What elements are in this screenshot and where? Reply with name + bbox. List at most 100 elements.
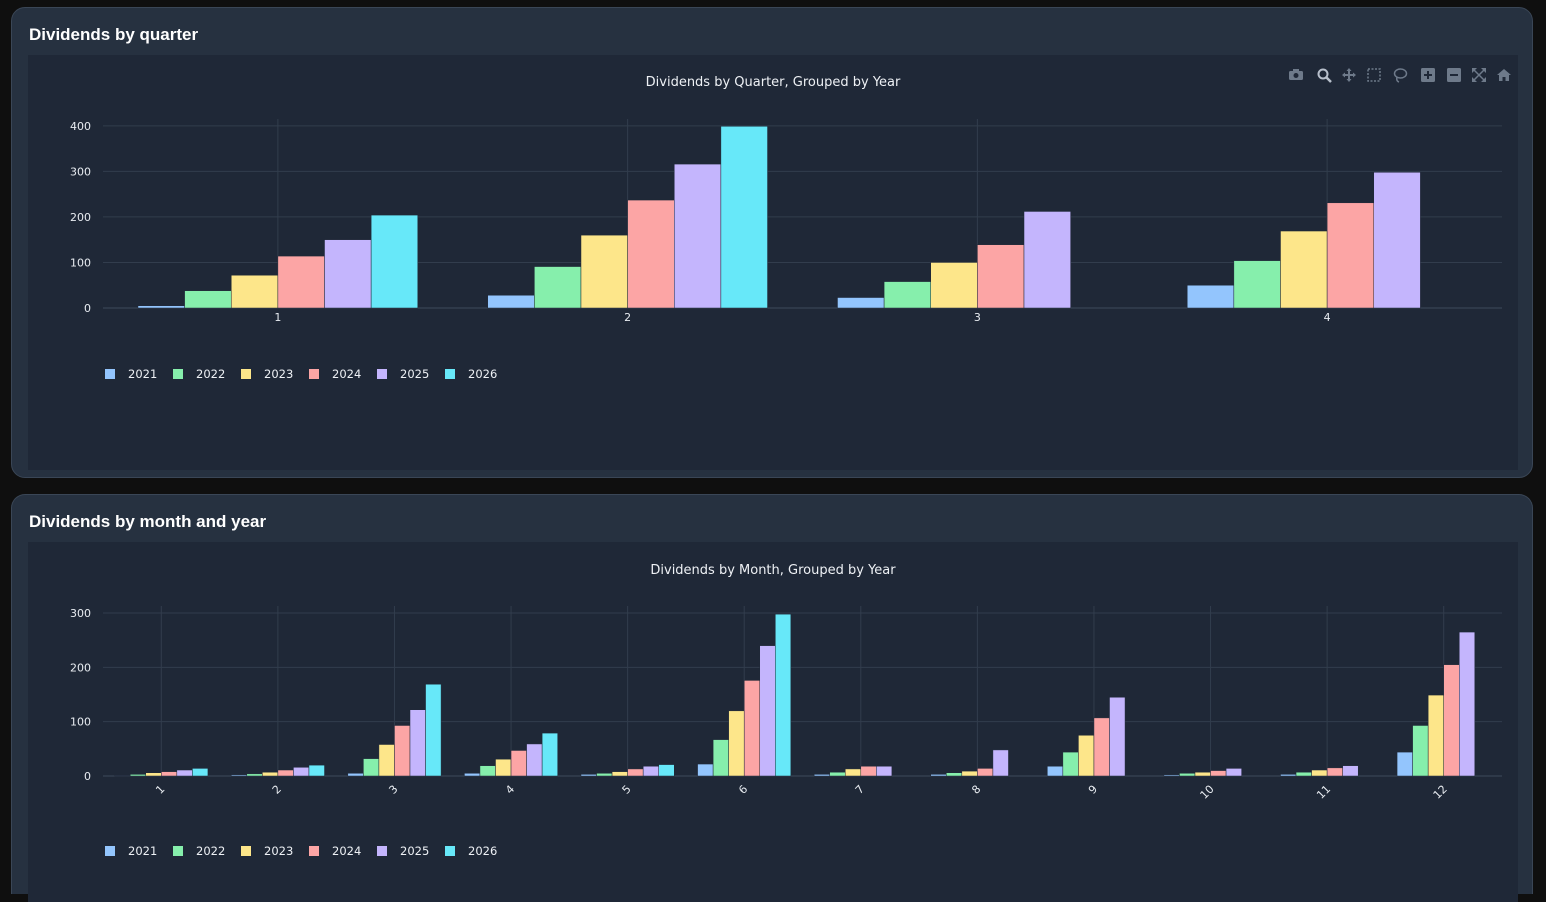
bar-2023-6[interactable] (728, 710, 745, 777)
bar-2025-9[interactable] (1109, 696, 1126, 777)
bar-2022-4[interactable] (1233, 260, 1281, 309)
bar-2021-7[interactable] (813, 774, 830, 777)
bar-2022-1[interactable] (129, 774, 146, 777)
bar-2023-12[interactable] (1427, 694, 1444, 777)
bar-2022-8[interactable] (946, 772, 963, 777)
bar-2023-2[interactable] (580, 234, 628, 309)
bar-2024-5[interactable] (627, 768, 644, 777)
lasso-icon[interactable] (1393, 68, 1408, 83)
bar-2022-5[interactable] (596, 773, 613, 777)
bar-2025-10[interactable] (1225, 768, 1242, 777)
bar-2024-7[interactable] (860, 765, 877, 777)
legend-item-2022[interactable]: 2022 (173, 844, 225, 858)
bar-2025-7[interactable] (876, 765, 893, 777)
bar-2021-11[interactable] (1280, 774, 1297, 777)
legend-item-2026[interactable]: 2026 (445, 844, 497, 858)
bar-2025-3[interactable] (1023, 211, 1071, 309)
bar-2025-1[interactable] (176, 769, 193, 777)
month-chart[interactable]: Dividends by Month, Grouped by Year 0 100 2… (28, 542, 1518, 902)
bar-2022-4[interactable] (479, 765, 496, 777)
legend-item-2024[interactable]: 2024 (309, 367, 361, 381)
legend-item-2025[interactable]: 2025 (377, 367, 429, 381)
bar-2024-3[interactable] (977, 244, 1025, 309)
bar-2021-4[interactable] (1186, 284, 1235, 309)
bar-2025-8[interactable] (992, 749, 1009, 777)
bar-2023-3[interactable] (378, 744, 395, 777)
bar-2024-1[interactable] (161, 771, 178, 777)
bar-2021-1[interactable] (137, 305, 185, 309)
reset-axes-icon[interactable] (1497, 69, 1511, 81)
bar-2021-1[interactable] (114, 775, 131, 777)
bar-2023-1[interactable] (230, 274, 279, 309)
bar-2025-5[interactable] (642, 765, 659, 777)
bar-2025-1[interactable] (324, 239, 372, 309)
bar-2025-3[interactable] (409, 709, 426, 777)
bar-2024-1[interactable] (277, 255, 325, 309)
bar-2021-4[interactable] (464, 773, 481, 777)
bar-2026-2[interactable] (308, 764, 325, 777)
bar-2023-5[interactable] (611, 771, 628, 777)
bar-2025-4[interactable] (1373, 172, 1421, 309)
quarter-plot-area[interactable]: Dividends by Quarter, Grouped by Year 0 10… (28, 55, 1518, 470)
bar-2026-4[interactable] (541, 732, 558, 777)
bar-2022-1[interactable] (184, 290, 232, 309)
bar-2025-2[interactable] (674, 163, 722, 309)
zoom-in-icon[interactable] (1421, 68, 1435, 82)
bar-2021-5[interactable] (580, 774, 597, 777)
bar-2021-8[interactable] (930, 774, 947, 777)
bar-2022-7[interactable] (829, 771, 846, 777)
bar-2021-12[interactable] (1396, 751, 1413, 777)
camera-icon[interactable] (1289, 69, 1303, 80)
bar-2021-2[interactable] (230, 774, 248, 777)
bar-2021-3[interactable] (347, 773, 364, 777)
bar-2023-3[interactable] (930, 262, 978, 309)
bar-2022-3[interactable] (363, 758, 380, 777)
bar-2023-8[interactable] (961, 770, 978, 777)
legend-item-2021[interactable]: 2021 (105, 844, 157, 858)
legend-item-2024[interactable]: 2024 (309, 844, 361, 858)
bar-2025-6[interactable] (759, 645, 776, 777)
bar-2023-2[interactable] (262, 771, 279, 777)
zoom-icon[interactable] (1317, 68, 1332, 83)
bar-2026-1[interactable] (370, 214, 419, 309)
bar-2024-4[interactable] (510, 750, 527, 777)
bar-2025-12[interactable] (1459, 631, 1476, 777)
bar-2026-5[interactable] (658, 764, 675, 777)
bar-2022-3[interactable] (883, 281, 931, 309)
bar-2021-9[interactable] (1047, 765, 1064, 777)
bar-2021-10[interactable] (1163, 774, 1180, 777)
bar-2023-10[interactable] (1194, 771, 1211, 777)
bar-2024-2[interactable] (627, 199, 675, 309)
bar-2022-9[interactable] (1062, 751, 1079, 777)
bar-2021-3[interactable] (837, 297, 885, 309)
bar-2023-9[interactable] (1078, 735, 1095, 777)
bar-2024-6[interactable] (743, 680, 761, 777)
legend-item-2023[interactable]: 2023 (241, 367, 293, 381)
bar-2023-4[interactable] (495, 758, 512, 777)
bar-2023-11[interactable] (1311, 769, 1328, 777)
bar-2024-11[interactable] (1326, 767, 1343, 777)
autoscale-icon[interactable] (1472, 68, 1486, 82)
legend-item-2022[interactable]: 2022 (173, 367, 225, 381)
bar-2022-2[interactable] (246, 773, 263, 777)
bar-2023-4[interactable] (1280, 230, 1328, 309)
bar-2024-12[interactable] (1443, 664, 1460, 777)
bar-2023-1[interactable] (145, 772, 162, 777)
bar-2022-11[interactable] (1295, 771, 1312, 777)
bar-2024-2[interactable] (277, 769, 294, 777)
bar-2025-2[interactable] (293, 767, 310, 777)
bar-2025-4[interactable] (526, 743, 543, 777)
bar-2024-3[interactable] (394, 725, 411, 777)
bar-2022-10[interactable] (1179, 773, 1196, 777)
bar-2026-2[interactable] (720, 126, 768, 309)
bar-2025-11[interactable] (1342, 765, 1359, 777)
box-select-icon[interactable] (1367, 68, 1381, 82)
bar-2024-9[interactable] (1093, 717, 1110, 777)
legend-item-2021[interactable]: 2021 (105, 367, 157, 381)
bar-2024-4[interactable] (1326, 202, 1375, 309)
bar-2021-6[interactable] (697, 763, 714, 777)
bar-2026-3[interactable] (425, 683, 442, 777)
bar-2022-2[interactable] (534, 266, 582, 309)
legend-item-2025[interactable]: 2025 (377, 844, 429, 858)
legend-item-2026[interactable]: 2026 (445, 367, 497, 381)
